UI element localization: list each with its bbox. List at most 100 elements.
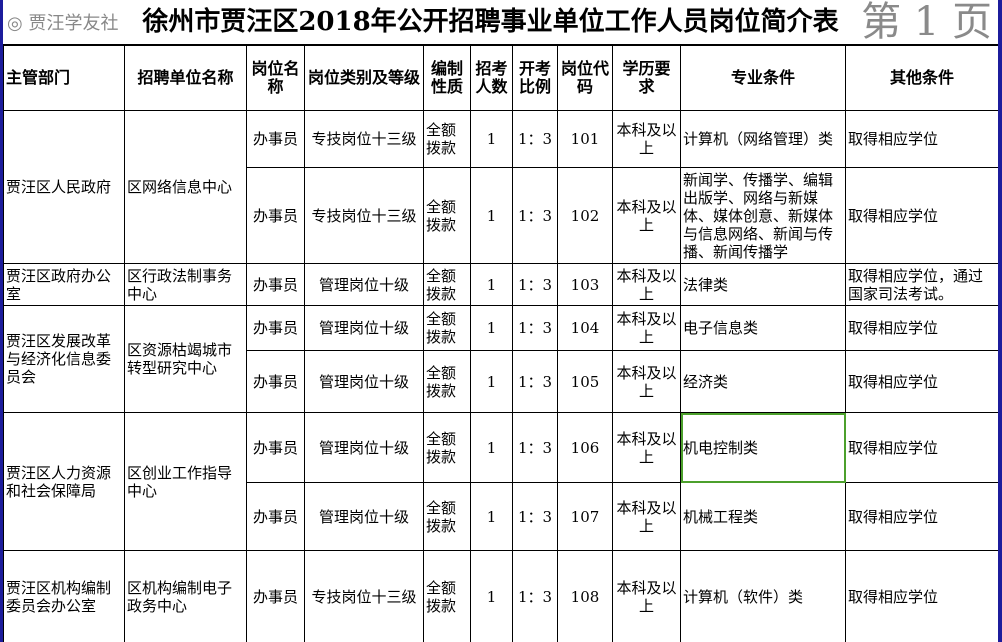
major-cell[interactable]: 机械工程类 [680,482,846,551]
table-row: 贾汪区政府办公室 区行政法制事务中心 办事员 管理岗位十级 全额拨款 1 1：3 103 本科及… [3,263,998,306]
position-name-cell[interactable]: 办事员 [246,412,305,483]
other-cell[interactable]: 取得相应学位 [845,482,998,551]
position-level-cell[interactable]: 专技岗位十三级 [304,550,424,642]
staffing-type-cell[interactable]: 全额拨款 [423,263,471,306]
code-cell[interactable]: 104 [557,305,613,351]
education-cell[interactable]: 本科及以上 [612,350,681,413]
ratio-cell[interactable]: 1：3 [512,263,558,306]
column-header[interactable]: 开考比例 [512,45,558,111]
education-cell[interactable]: 本科及以上 [612,305,681,351]
code-cell[interactable]: 102 [557,167,613,264]
code-cell[interactable]: 101 [557,110,613,168]
position-level-cell[interactable]: 管理岗位十级 [304,350,424,413]
major-cell[interactable]: 电子信息类 [680,305,846,351]
position-name-cell[interactable]: 办事员 [246,263,305,306]
other-cell[interactable]: 取得相应学位 [845,350,998,413]
staffing-type-cell[interactable]: 全额拨款 [423,412,471,483]
position-level-cell[interactable]: 专技岗位十三级 [304,110,424,168]
unit-cell[interactable]: 区资源枯竭城市转型研究中心 [124,305,247,413]
ratio-cell[interactable]: 1：3 [512,412,558,483]
position-level-cell[interactable]: 管理岗位十级 [304,263,424,306]
count-cell[interactable]: 1 [470,550,513,642]
staffing-type-cell[interactable]: 全额拨款 [423,482,471,551]
major-cell[interactable]: 计算机（软件）类 [680,550,846,642]
ratio-cell[interactable]: 1：3 [512,550,558,642]
position-level-cell[interactable]: 专技岗位十三级 [304,167,424,264]
position-level-cell[interactable]: 管理岗位十级 [304,305,424,351]
code-cell[interactable]: 106 [557,412,613,483]
position-name-cell[interactable]: 办事员 [246,350,305,413]
education-cell[interactable]: 本科及以上 [612,110,681,168]
ratio-cell[interactable]: 1：3 [512,350,558,413]
wechat-icon: ◎ [7,13,23,34]
dept-cell[interactable]: 贾汪区政府办公室 [3,263,125,306]
education-cell[interactable]: 本科及以上 [612,263,681,306]
count-cell[interactable]: 1 [470,482,513,551]
major-cell[interactable]: 法律类 [680,263,846,306]
count-cell[interactable]: 1 [470,412,513,483]
column-header[interactable]: 学历要求 [612,45,681,111]
staffing-type-cell[interactable]: 全额拨款 [423,110,471,168]
count-cell[interactable]: 1 [470,305,513,351]
code-cell[interactable]: 105 [557,350,613,413]
staffing-type-cell[interactable]: 全额拨款 [423,167,471,264]
column-header[interactable]: 岗位代码 [557,45,613,111]
position-name-cell[interactable]: 办事员 [246,550,305,642]
column-header[interactable]: 专业条件 [680,45,846,111]
other-cell[interactable]: 取得相应学位 [845,110,998,168]
column-header[interactable]: 编制性质 [423,45,471,111]
column-header[interactable]: 主管部门 [3,45,125,111]
ratio-cell[interactable]: 1：3 [512,305,558,351]
unit-cell[interactable]: 区创业工作指导中心 [124,412,247,551]
column-header[interactable]: 招聘单位名称 [124,45,247,111]
unit-cell[interactable]: 区网络信息中心 [124,110,247,264]
unit-cell[interactable]: 区行政法制事务中心 [124,263,247,306]
other-cell[interactable]: 取得相应学位 [845,305,998,351]
code-cell[interactable]: 107 [557,482,613,551]
column-header[interactable]: 招考人数 [470,45,513,111]
count-cell[interactable]: 1 [470,263,513,306]
column-header[interactable]: 岗位类别及等级 [304,45,424,111]
position-level-cell[interactable]: 管理岗位十级 [304,482,424,551]
major-cell[interactable]: 机电控制类 [680,412,846,483]
major-cell[interactable]: 计算机（网络管理）类 [680,110,846,168]
staffing-type-cell[interactable]: 全额拨款 [423,550,471,642]
dept-cell[interactable]: 贾汪区发展改革与经济化信息委员会 [3,305,125,413]
staffing-type-cell[interactable]: 全额拨款 [423,305,471,351]
education-cell[interactable]: 本科及以上 [612,167,681,264]
ratio-cell[interactable]: 1：3 [512,482,558,551]
column-header[interactable]: 其他条件 [845,45,998,111]
count-cell[interactable]: 1 [470,110,513,168]
dept-cell[interactable]: 贾汪区人民政府 [3,110,125,264]
other-cell[interactable]: 取得相应学位 [845,550,998,642]
table-row: 办事员 专技岗位十三级 全额拨款 1 1：3 102 本科及以上 新闻学、传播学、编辑出版学、… [4,167,998,264]
other-cell[interactable]: 取得相应学位 [845,167,998,264]
table-row: 贾汪区人力资源和社会保障局 区创业工作指导中心 办事员 管理岗位十级 全额拨款 1 1：3 1… [3,412,998,551]
position-name-cell[interactable]: 办事员 [246,305,305,351]
education-cell[interactable]: 本科及以上 [612,482,681,551]
code-cell[interactable]: 108 [557,550,613,642]
count-cell[interactable]: 1 [470,350,513,413]
education-cell[interactable]: 本科及以上 [612,412,681,483]
title-bar: ◎ 贾汪学友社 徐州市贾汪区2018年公开招聘事业单位工作人员岗位简介表 第 1… [3,0,998,45]
ratio-cell[interactable]: 1：3 [512,110,558,168]
education-cell[interactable]: 本科及以上 [612,550,681,642]
table-row: 办事员 管理岗位十级 全额拨款 1 1：3 105 本科及以上 经济类 取得相应学位 [4,350,998,413]
other-cell[interactable]: 取得相应学位，通过国家司法考试。 [845,263,998,306]
other-cell[interactable]: 取得相应学位 [845,412,998,483]
position-name-cell[interactable]: 办事员 [246,167,305,264]
count-cell[interactable]: 1 [470,167,513,264]
position-name-cell[interactable]: 办事员 [246,110,305,168]
dept-cell[interactable]: 贾汪区人力资源和社会保障局 [3,412,125,551]
position-name-cell[interactable]: 办事员 [246,482,305,551]
major-cell[interactable]: 新闻学、传播学、编辑出版学、网络与新媒体、媒体创意、新媒体与信息网络、新闻与传播… [680,167,846,264]
dept-cell[interactable]: 贾汪区机构编制委员会办公室 [3,550,125,642]
table-row: 贾汪区人民政府 区网络信息中心 办事员 专技岗位十三级 全额拨款 1 1：3 101 本科及以上… [3,110,998,264]
staffing-type-cell[interactable]: 全额拨款 [423,350,471,413]
unit-cell[interactable]: 区机构编制电子政务中心 [124,550,247,642]
code-cell[interactable]: 103 [557,263,613,306]
ratio-cell[interactable]: 1：3 [512,167,558,264]
position-level-cell[interactable]: 管理岗位十级 [304,412,424,483]
column-header[interactable]: 岗位名称 [246,45,305,111]
major-cell[interactable]: 经济类 [680,350,846,413]
